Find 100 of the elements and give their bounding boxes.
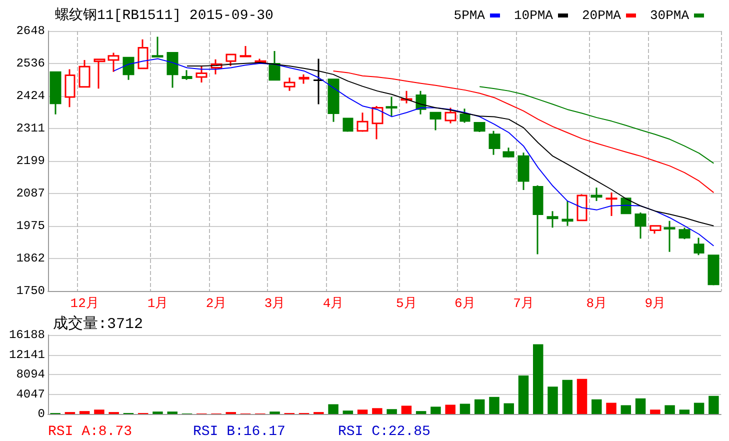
candlestick: [356, 112, 368, 133]
bar: [518, 375, 529, 414]
bar: [94, 410, 104, 414]
bar: [445, 404, 456, 414]
bar: [679, 410, 690, 414]
y-tick-label: 2087: [16, 186, 45, 200]
x-tick-label: 2月: [206, 296, 227, 311]
bar: [430, 406, 441, 414]
candlestick: [78, 59, 90, 88]
bar: [474, 399, 485, 414]
bar: [401, 406, 412, 414]
bar: [708, 396, 719, 414]
bar: [460, 404, 470, 414]
text: RSI A:8.73: [48, 424, 132, 440]
candlestick: [694, 236, 704, 256]
x-tick-label: 8月: [586, 296, 608, 311]
line-series: [332, 70, 714, 194]
bar: [79, 411, 90, 414]
line-series: [186, 62, 714, 226]
text: RSI C:22.85: [338, 424, 430, 440]
x-tick-label: 6月: [454, 296, 476, 311]
candlestick: [284, 76, 296, 92]
candlestick: [502, 146, 514, 158]
bar: [694, 402, 704, 414]
y-tick-label: 0: [38, 407, 45, 421]
y-tick-label: 8094: [16, 368, 45, 382]
candlestick: [562, 200, 574, 227]
candlestick: [576, 194, 588, 222]
bar: [606, 402, 616, 414]
x-tick-label: 5月: [396, 296, 417, 311]
y-tick-label: 12141: [8, 348, 45, 362]
candlestick: [372, 105, 384, 140]
candlestick: [634, 212, 646, 240]
bar: [328, 404, 338, 414]
bar: [489, 396, 500, 414]
bar: [576, 378, 588, 414]
y-tick-label: 1975: [16, 218, 45, 233]
candlestick: [460, 108, 470, 124]
y-tick-label: 2199: [16, 154, 45, 168]
bar: [620, 405, 632, 414]
y-tick-label: 2311: [16, 122, 45, 136]
candlestick: [606, 192, 618, 217]
candlestick: [122, 56, 134, 81]
x-tick-label: 3月: [264, 296, 286, 311]
candlestick: [94, 58, 106, 90]
candlestick: [430, 112, 442, 132]
legend-label: 10PMA: [514, 8, 554, 23]
bar: [416, 411, 426, 414]
candlestick: [108, 52, 120, 73]
candlestick: [590, 186, 602, 202]
y-tick-label: 2648: [16, 24, 45, 38]
candlestick: [386, 96, 398, 117]
y-tick-label: 4047: [16, 387, 45, 402]
candlestick: [708, 254, 720, 286]
bar: [562, 380, 572, 414]
candlestick: [166, 52, 178, 88]
candlestick: [138, 38, 148, 70]
candlestick: [152, 36, 164, 58]
x-tick-label: 12月: [70, 296, 99, 311]
bar: [533, 344, 544, 414]
bar: [386, 409, 397, 414]
y-tick-label: 1862: [16, 252, 45, 266]
chart-title: 螺纹钢11[RB1511] 2015-09-30: [55, 7, 274, 24]
candlestick: [342, 117, 354, 133]
bar: [357, 410, 368, 414]
candlestick: [328, 78, 340, 123]
bar: [650, 410, 660, 414]
x-tick-label: 9月: [644, 296, 666, 311]
candlestick: [532, 184, 544, 255]
y-tick-label: 16188: [8, 328, 45, 342]
y-tick-label: 2424: [16, 88, 45, 103]
bar: [548, 386, 558, 414]
text: RSI B:16.17: [193, 424, 286, 440]
candlestick: [678, 226, 690, 240]
legend-label: 20PMA: [582, 8, 622, 23]
candlestick: [444, 106, 456, 124]
candlestick: [240, 45, 252, 58]
bar: [372, 408, 382, 414]
legend-label: 5PMA: [454, 8, 486, 23]
bar: [635, 398, 646, 414]
candlestick: [50, 71, 62, 116]
line-series: [479, 86, 714, 164]
bar: [342, 410, 354, 414]
candlestick: [298, 74, 310, 84]
x-tick-label: 7月: [513, 296, 534, 311]
candlestick: [268, 50, 280, 81]
bar: [664, 405, 675, 414]
candlestick: [474, 122, 486, 133]
bar: [504, 403, 514, 414]
candlestick: [664, 220, 676, 253]
candlestick: [546, 210, 558, 228]
x-tick-label: 4月: [322, 296, 344, 311]
chart-title: 成交量:3712: [53, 315, 144, 333]
candlestick: [182, 69, 192, 81]
candlestick: [518, 152, 530, 191]
bar: [592, 399, 602, 414]
x-tick-label: 1月: [147, 296, 168, 311]
candlestick: [650, 225, 662, 234]
candlestick: [64, 68, 76, 108]
line-series: [113, 58, 714, 246]
